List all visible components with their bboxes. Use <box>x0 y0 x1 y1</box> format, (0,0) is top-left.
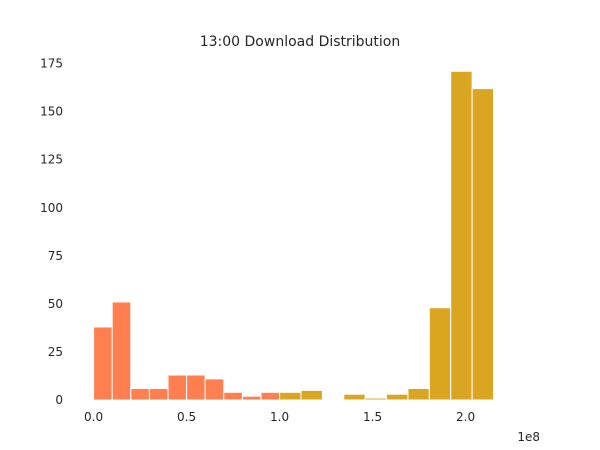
histogram-bar <box>186 374 206 401</box>
x-axis-ticks: 0.0 0.5 1.0 1.5 2.0 <box>84 410 475 424</box>
x-tick-label: 0.0 <box>84 410 103 424</box>
histogram-bar <box>343 393 366 401</box>
bars-layer <box>93 70 494 401</box>
x-tick-label: 2.0 <box>456 410 475 424</box>
chart-title: 13:00 Download Distribution <box>200 34 401 50</box>
histogram-bar <box>300 389 323 401</box>
histogram-bar <box>279 391 302 401</box>
y-tick-label: 25 <box>48 345 63 359</box>
histogram-bar <box>260 391 281 401</box>
histogram-bar <box>111 301 132 401</box>
histogram-bar <box>148 387 169 401</box>
histogram-bar <box>364 397 388 401</box>
y-tick-label: 75 <box>48 249 63 263</box>
y-tick-label: 100 <box>40 201 63 215</box>
y-tick-label: 125 <box>40 153 63 167</box>
histogram-bar <box>204 378 225 401</box>
histogram-bar <box>167 374 188 401</box>
histogram-bar <box>241 395 262 401</box>
histogram-bar <box>130 387 150 401</box>
x-tick-label: 1.0 <box>270 410 289 424</box>
histogram-bar <box>471 88 494 401</box>
y-tick-label: 150 <box>40 105 63 119</box>
x-axis-offset-label: 1e8 <box>517 430 540 444</box>
histogram-bar <box>386 393 409 401</box>
histogram-bar <box>450 70 473 401</box>
y-tick-label: 50 <box>48 297 63 311</box>
histogram-bar <box>223 391 243 401</box>
y-tick-label: 175 <box>40 57 63 71</box>
histogram-bar <box>428 307 452 401</box>
x-tick-label: 0.5 <box>177 410 196 424</box>
x-tick-label: 1.5 <box>363 410 382 424</box>
y-axis-ticks: 0 25 50 75 100 125 150 175 <box>40 57 63 407</box>
histogram-bar <box>407 387 430 401</box>
y-tick-label: 0 <box>55 393 63 407</box>
histogram-bar <box>93 326 113 401</box>
